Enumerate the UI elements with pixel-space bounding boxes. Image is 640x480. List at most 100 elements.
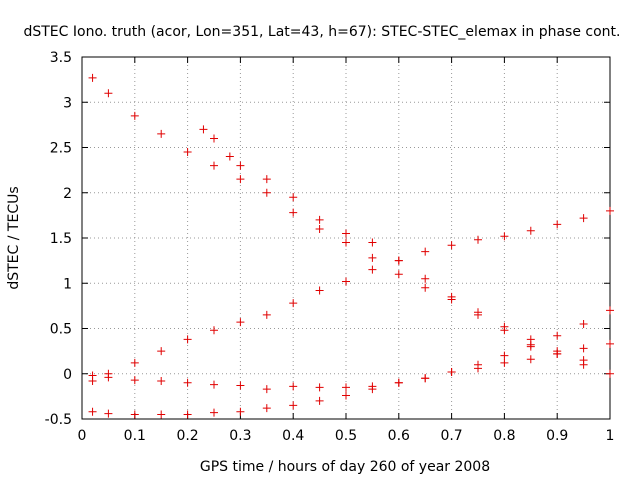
data-point	[342, 277, 350, 286]
data-point	[315, 224, 324, 233]
y-tick-label: 0	[63, 367, 72, 383]
data-point	[262, 385, 271, 394]
data-point	[315, 286, 324, 295]
data-point	[315, 396, 324, 405]
data-point	[606, 206, 614, 215]
data-point	[315, 383, 324, 392]
data-point	[157, 347, 166, 356]
data-point	[500, 358, 509, 367]
grid	[82, 57, 610, 419]
axis-ticks: 0 0.1 0.2 0.3 0.4 0.5 0.6 0.7 0.8 0.9 1 -0.5 0 0.5 1 1.…	[45, 50, 615, 444]
data-point	[447, 367, 456, 376]
data-point	[342, 383, 350, 392]
x-tick-label: 0.7	[440, 428, 462, 444]
data-point	[342, 391, 350, 400]
data-point	[394, 378, 403, 387]
data-point	[104, 89, 113, 98]
data-point	[474, 310, 482, 319]
data-point	[474, 235, 482, 244]
data-series	[88, 339, 614, 419]
data-point	[210, 134, 218, 143]
data-point	[315, 215, 324, 224]
data-point	[526, 226, 535, 235]
data-point	[157, 376, 166, 385]
data-point	[236, 381, 245, 390]
data-point	[130, 111, 139, 120]
data-series	[199, 125, 588, 365]
data-point	[579, 356, 588, 365]
data-point	[553, 220, 562, 229]
y-axis-label: dSTEC / TECUs	[6, 186, 22, 289]
x-tick-label: 0.4	[282, 428, 304, 444]
x-tick-label: 0.8	[493, 428, 515, 444]
data-point	[500, 232, 509, 241]
data-point	[289, 193, 298, 202]
data-point	[210, 326, 218, 335]
data-point	[210, 380, 218, 389]
data-point	[526, 342, 535, 351]
data-point	[157, 129, 166, 138]
x-tick-label: 0.9	[546, 428, 568, 444]
data-point	[368, 385, 377, 394]
data-point	[183, 410, 192, 419]
y-tick-label: 3	[63, 95, 72, 111]
data-point	[236, 161, 245, 170]
chart-title: dSTEC Iono. truth (acor, Lon=351, Lat=43…	[23, 24, 620, 40]
data-point	[236, 175, 245, 184]
x-axis-label: GPS time / hours of day 260 of year 2008	[200, 459, 490, 475]
data-point	[368, 265, 377, 274]
data-point	[342, 238, 350, 247]
data-point	[262, 310, 271, 319]
data-point	[199, 125, 208, 134]
data-point	[183, 148, 192, 157]
data-point	[104, 409, 113, 418]
data-point	[157, 410, 166, 419]
data-point	[225, 152, 234, 161]
data-point	[526, 355, 535, 364]
y-tick-label: -0.5	[45, 412, 72, 428]
data-point	[606, 369, 614, 378]
data-point	[579, 319, 588, 328]
data-point	[579, 344, 588, 353]
data-point	[474, 364, 482, 373]
data-point	[579, 214, 588, 223]
data-point	[183, 335, 192, 344]
y-tick-label: 1	[63, 276, 72, 292]
data-point	[606, 339, 614, 348]
x-tick-label: 1	[606, 428, 615, 444]
data-point	[421, 247, 430, 256]
data-point	[500, 351, 509, 360]
x-tick-label: 0.2	[176, 428, 198, 444]
x-tick-label: 0.5	[335, 428, 357, 444]
data-point	[130, 358, 139, 367]
data-point	[210, 408, 218, 417]
data-point	[236, 407, 245, 416]
data-point	[289, 401, 298, 410]
y-tick-label: 2	[63, 186, 72, 202]
x-tick-label: 0.1	[124, 428, 146, 444]
data-point	[447, 241, 456, 250]
data-point	[289, 382, 298, 391]
data-point	[553, 349, 562, 358]
data-point	[236, 318, 245, 327]
data-point	[394, 270, 403, 279]
y-tick-label: 3.5	[50, 50, 72, 66]
data-point	[88, 407, 97, 416]
data-point	[447, 292, 456, 301]
x-tick-label: 0	[78, 428, 87, 444]
data-point	[262, 404, 271, 413]
data-point	[262, 188, 271, 197]
y-tick-label: 0.5	[50, 322, 72, 338]
x-tick-label: 0.3	[229, 428, 251, 444]
data-point	[342, 229, 350, 238]
data-point	[262, 175, 271, 184]
y-tick-label: 2.5	[50, 141, 72, 157]
data-point	[368, 238, 377, 247]
data-series	[88, 73, 614, 378]
data-point	[421, 374, 430, 383]
data-point	[421, 274, 430, 283]
data-point	[88, 73, 97, 82]
data-point	[88, 371, 97, 380]
data-point	[368, 253, 377, 262]
